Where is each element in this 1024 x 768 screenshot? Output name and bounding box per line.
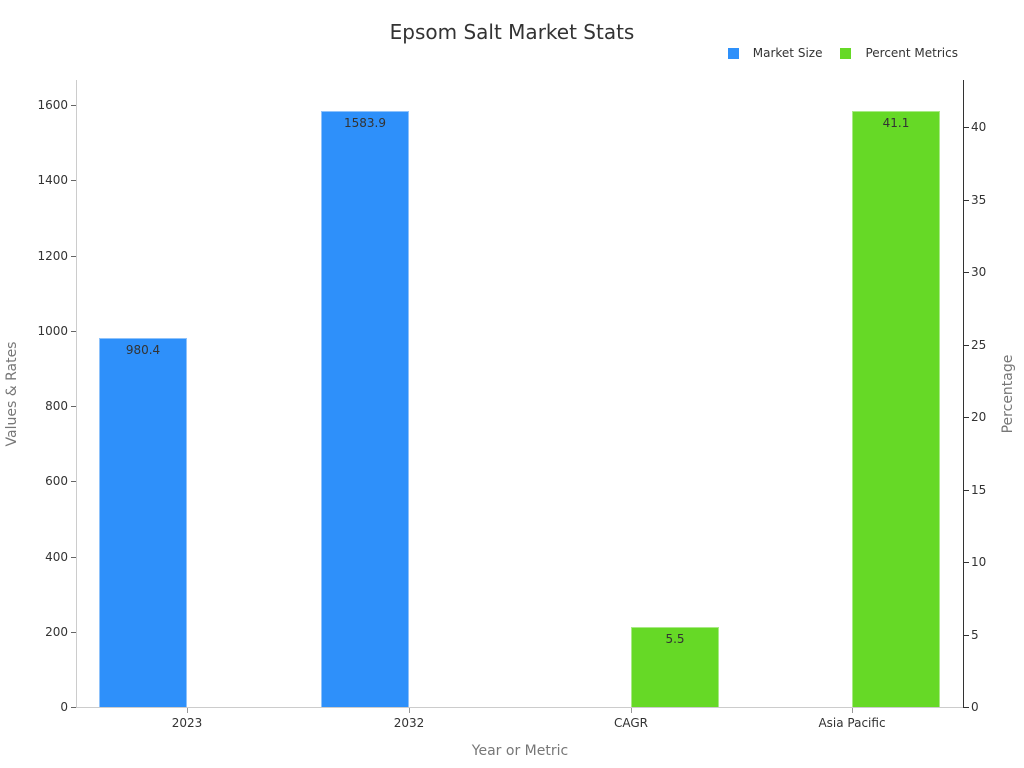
legend-item-percent-metrics[interactable]: Percent Metrics: [840, 46, 958, 60]
y2-tick-label: 30: [971, 265, 987, 279]
bar-value-label: 41.1: [882, 116, 910, 130]
y2-tick-label: 25: [971, 338, 987, 352]
tick-mark: [71, 481, 76, 482]
tick-mark: [964, 272, 969, 273]
x-tick-label: 2032: [393, 716, 425, 730]
legend: Market Size Percent Metrics: [710, 46, 958, 60]
legend-item-market-size[interactable]: Market Size: [727, 46, 823, 60]
tick-mark: [964, 127, 969, 128]
bar-market-size-2032[interactable]: 1583.9: [321, 111, 409, 707]
tick-mark: [631, 708, 632, 713]
bar-market-size-2023[interactable]: 980.4: [99, 338, 187, 707]
legend-swatch-blue-icon: [727, 47, 739, 59]
y2-axis-title: Percentage: [1000, 354, 1016, 434]
bar-value-label: 5.5: [665, 632, 685, 646]
tick-mark: [964, 417, 969, 418]
tick-mark: [71, 105, 76, 106]
y2-tick-label: 20: [971, 410, 987, 424]
legend-label: Percent Metrics: [865, 46, 958, 60]
legend-swatch-green-icon: [840, 47, 852, 59]
bar-percent-cagr[interactable]: 5.5: [631, 627, 719, 707]
tick-mark: [964, 635, 969, 636]
tick-mark: [71, 557, 76, 558]
y-tick-label: 800: [45, 399, 68, 413]
x-tick-label: Asia Pacific: [818, 716, 886, 730]
chart-title: Epsom Salt Market Stats: [389, 20, 635, 44]
tick-mark: [71, 406, 76, 407]
y-tick-label: 400: [45, 550, 68, 564]
tick-mark: [71, 707, 76, 708]
bar-value-label: 1583.9: [344, 116, 386, 130]
y2-tick-label: 40: [971, 120, 987, 134]
y-tick-label: 1200: [37, 249, 68, 263]
right-y-axis: [963, 80, 964, 708]
tick-mark: [409, 708, 410, 713]
tick-mark: [71, 180, 76, 181]
tick-mark: [964, 490, 969, 491]
bar-percent-asia-pacific[interactable]: 41.1: [852, 111, 940, 707]
left-y-axis: [76, 80, 77, 708]
tick-mark: [964, 345, 969, 346]
x-axis: [76, 707, 964, 708]
x-axis-title: Year or Metric: [471, 743, 569, 759]
tick-mark: [964, 200, 969, 201]
y-tick-label: 1400: [37, 173, 68, 187]
y2-tick-label: 0: [971, 700, 979, 714]
y-tick-label: 0: [60, 700, 68, 714]
tick-mark: [187, 708, 188, 713]
tick-mark: [964, 707, 969, 708]
y-tick-label: 600: [45, 474, 68, 488]
tick-mark: [71, 632, 76, 633]
y2-tick-label: 10: [971, 555, 987, 569]
y-tick-label: 1000: [37, 324, 68, 338]
legend-label: Market Size: [752, 46, 823, 60]
tick-mark: [71, 331, 76, 332]
bar-value-label: 980.4: [125, 343, 161, 357]
y2-tick-label: 5: [971, 628, 979, 642]
tick-mark: [964, 562, 969, 563]
x-tick-label: 2023: [171, 716, 203, 730]
y2-tick-label: 35: [971, 193, 987, 207]
y-tick-label: 200: [45, 625, 68, 639]
y-tick-label: 1600: [37, 98, 68, 112]
tick-mark: [71, 256, 76, 257]
y-axis-title: Values & Rates: [4, 341, 20, 447]
tick-mark: [852, 708, 853, 713]
x-tick-label: CAGR: [613, 716, 648, 730]
y2-tick-label: 15: [971, 483, 987, 497]
